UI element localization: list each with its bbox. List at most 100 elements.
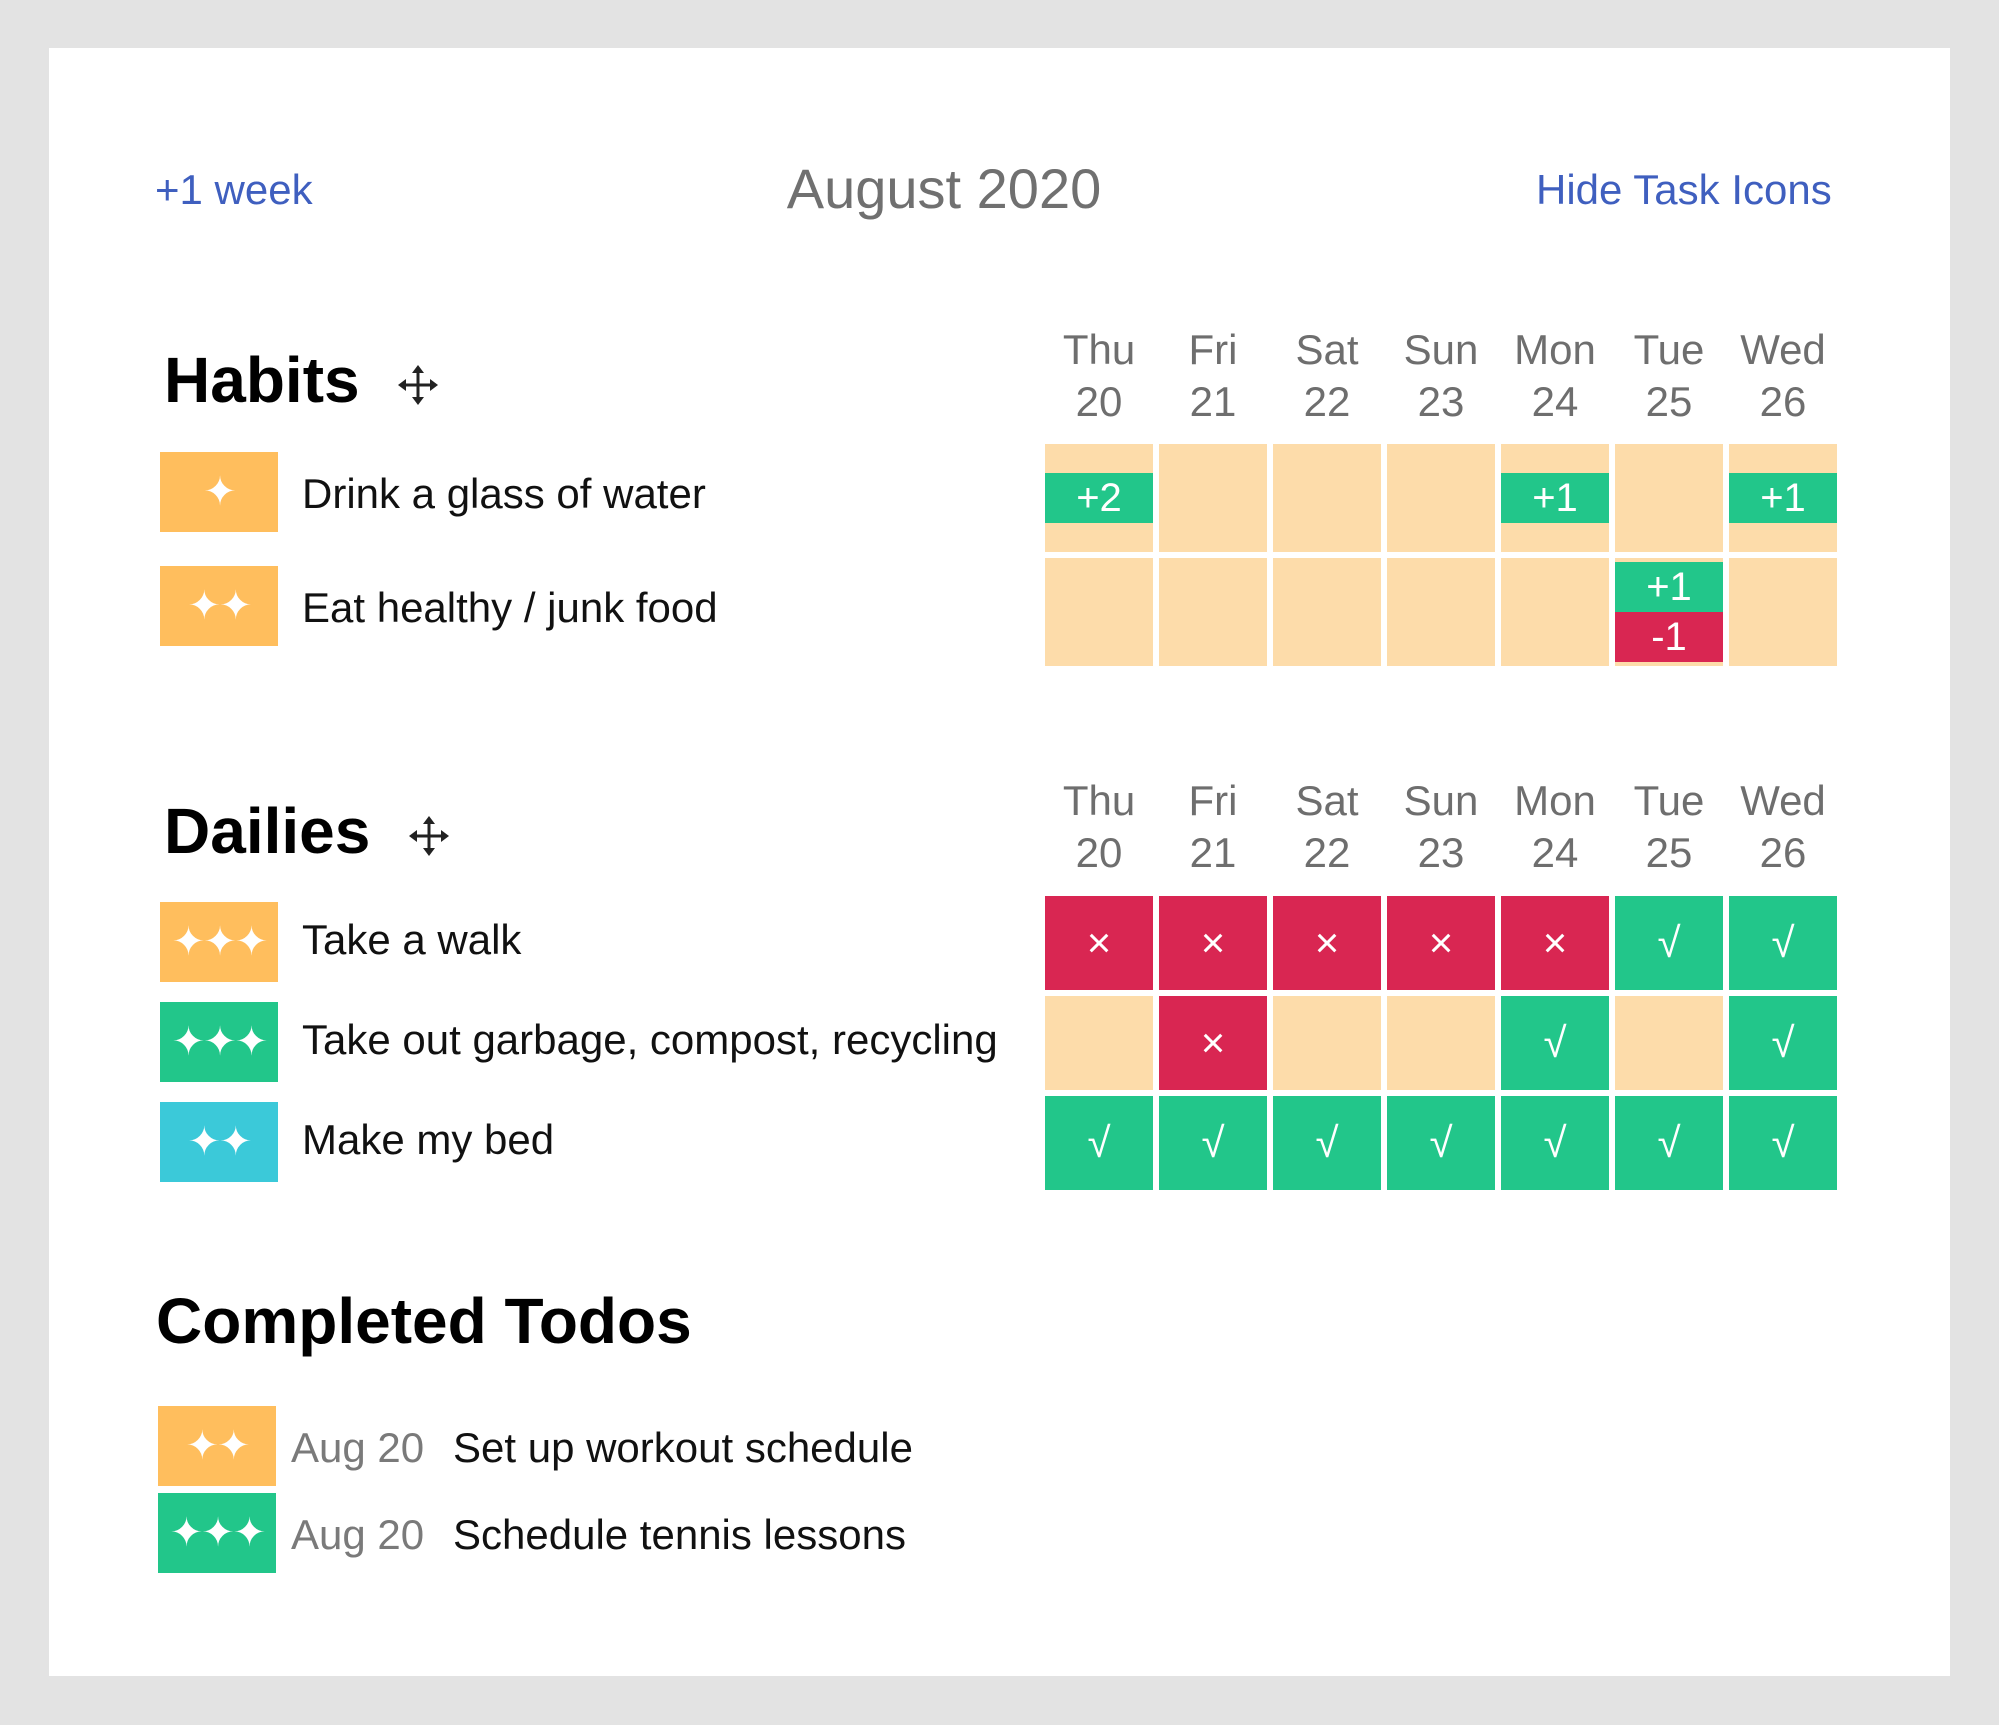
daily-cell[interactable]: √ xyxy=(1729,896,1837,990)
habit-cell[interactable] xyxy=(1273,444,1381,552)
sparkle-1-icon: ✦ xyxy=(160,452,278,532)
habit-label: Eat healthy / junk food xyxy=(302,584,718,631)
day-date: 20 xyxy=(1075,378,1123,425)
daily-cell[interactable]: × xyxy=(1045,896,1153,990)
habit-cell[interactable]: +1 xyxy=(1501,444,1609,552)
daily-cell[interactable]: × xyxy=(1387,896,1495,990)
x-mark-icon: × xyxy=(1200,919,1226,966)
day-date: 21 xyxy=(1189,829,1237,876)
daily-label: Take a walk xyxy=(302,916,522,963)
day-date: 22 xyxy=(1303,378,1351,425)
move-icon[interactable] xyxy=(395,362,441,408)
checkmark-icon: √ xyxy=(1315,1119,1339,1166)
day-of-week: Fri xyxy=(1188,326,1238,373)
habit-cell[interactable] xyxy=(1159,558,1267,666)
x-mark-icon: × xyxy=(1086,919,1112,966)
day-of-week: Mon xyxy=(1514,777,1596,824)
checkmark-icon: √ xyxy=(1771,1119,1795,1166)
move-icon[interactable] xyxy=(406,813,452,859)
sparkle-3-icon: ✦✦✦ xyxy=(160,902,278,982)
daily-cell[interactable]: √ xyxy=(1501,996,1609,1090)
hide-task-icons-link[interactable]: Hide Task Icons xyxy=(1536,166,1832,213)
plus-count-badge: +2 xyxy=(1045,473,1153,523)
habit-cell[interactable] xyxy=(1615,444,1723,552)
sparkle-2-icon: ✦✦ xyxy=(160,566,278,646)
day-date: 26 xyxy=(1759,378,1807,425)
day-header-tue: Tue 25 xyxy=(1612,775,1726,879)
day-of-week: Mon xyxy=(1514,326,1596,373)
habit-cell[interactable] xyxy=(1045,558,1153,666)
daily-cell[interactable]: × xyxy=(1159,896,1267,990)
daily-cell[interactable]: √ xyxy=(1045,1096,1153,1190)
day-of-week: Thu xyxy=(1062,326,1136,373)
daily-cell[interactable]: √ xyxy=(1159,1096,1267,1190)
daily-cell[interactable] xyxy=(1273,996,1381,1090)
habit-cell[interactable] xyxy=(1729,558,1837,666)
checkmark-icon: √ xyxy=(1657,1119,1681,1166)
checkmark-icon: √ xyxy=(1771,1019,1795,1066)
habits-section-title: Habits xyxy=(164,343,441,417)
plus-count-badge: +1 xyxy=(1615,562,1723,612)
habit-cell[interactable] xyxy=(1273,558,1381,666)
day-of-week: Sat xyxy=(1295,777,1359,824)
habit-cell[interactable] xyxy=(1501,558,1609,666)
day-of-week: Thu xyxy=(1062,777,1136,824)
daily-cell[interactable]: √ xyxy=(1729,1096,1837,1190)
checkmark-icon: √ xyxy=(1087,1119,1111,1166)
habit-cell[interactable] xyxy=(1159,444,1267,552)
habit-calendar-card: +1 week August 2020 Hide Task Icons Habi… xyxy=(49,48,1950,1676)
dailies-section-title: Dailies xyxy=(164,794,452,868)
daily-cell[interactable]: √ xyxy=(1615,896,1723,990)
day-header-sun: Sun 23 xyxy=(1384,324,1498,428)
checkmark-icon: √ xyxy=(1201,1119,1225,1166)
checkmark-icon: √ xyxy=(1771,919,1795,966)
todo-label: Schedule tennis lessons xyxy=(453,1511,906,1558)
sparkle-2-icon: ✦✦ xyxy=(158,1406,276,1486)
todo-date: Aug 20 xyxy=(291,1511,425,1558)
day-of-week: Tue xyxy=(1633,326,1705,373)
todo-label: Set up workout schedule xyxy=(453,1424,913,1471)
habit-label: Drink a glass of water xyxy=(302,470,706,517)
day-header-mon: Mon 24 xyxy=(1498,324,1612,428)
daily-cell[interactable]: √ xyxy=(1615,1096,1723,1190)
habit-cell[interactable]: +1 -1 xyxy=(1615,558,1723,666)
checkmark-icon: √ xyxy=(1543,1019,1567,1066)
day-of-week: Fri xyxy=(1188,777,1238,824)
daily-cell[interactable]: √ xyxy=(1729,996,1837,1090)
day-header-fri: Fri 21 xyxy=(1156,775,1270,879)
todo-date: Aug 20 xyxy=(291,1424,425,1471)
habit-cell[interactable]: +1 xyxy=(1729,444,1837,552)
sparkle-3-icon: ✦✦✦ xyxy=(158,1493,276,1573)
day-date: 22 xyxy=(1303,829,1351,876)
day-header-thu: Thu 20 xyxy=(1042,775,1156,879)
day-date: 24 xyxy=(1531,378,1579,425)
habits-title-text: Habits xyxy=(164,344,360,416)
sparkle-2-icon: ✦✦ xyxy=(160,1102,278,1182)
habit-cell[interactable] xyxy=(1387,444,1495,552)
daily-label: Take out garbage, compost, recycling xyxy=(302,1016,998,1063)
habit-cell[interactable]: +2 xyxy=(1045,444,1153,552)
sparkle-3-icon: ✦✦✦ xyxy=(160,1002,278,1082)
day-date: 25 xyxy=(1645,829,1693,876)
day-date: 23 xyxy=(1417,829,1465,876)
day-header-sun: Sun 23 xyxy=(1384,775,1498,879)
daily-cell[interactable]: × xyxy=(1159,996,1267,1090)
day-date: 23 xyxy=(1417,378,1465,425)
daily-cell[interactable] xyxy=(1387,996,1495,1090)
habit-cell[interactable] xyxy=(1387,558,1495,666)
dailies-title-text: Dailies xyxy=(164,795,371,867)
daily-cell[interactable] xyxy=(1045,996,1153,1090)
day-of-week: Tue xyxy=(1633,777,1705,824)
day-header-wed: Wed 26 xyxy=(1726,775,1840,879)
daily-cell[interactable]: × xyxy=(1501,896,1609,990)
daily-cell[interactable]: √ xyxy=(1501,1096,1609,1190)
daily-cell[interactable]: √ xyxy=(1387,1096,1495,1190)
day-of-week: Sat xyxy=(1295,326,1359,373)
daily-cell[interactable]: × xyxy=(1273,896,1381,990)
day-header-thu: Thu 20 xyxy=(1042,324,1156,428)
day-header-tue: Tue 25 xyxy=(1612,324,1726,428)
prev-week-link[interactable]: +1 week xyxy=(155,166,313,213)
daily-cell[interactable]: √ xyxy=(1273,1096,1381,1190)
x-mark-icon: × xyxy=(1428,919,1454,966)
daily-cell[interactable] xyxy=(1615,996,1723,1090)
